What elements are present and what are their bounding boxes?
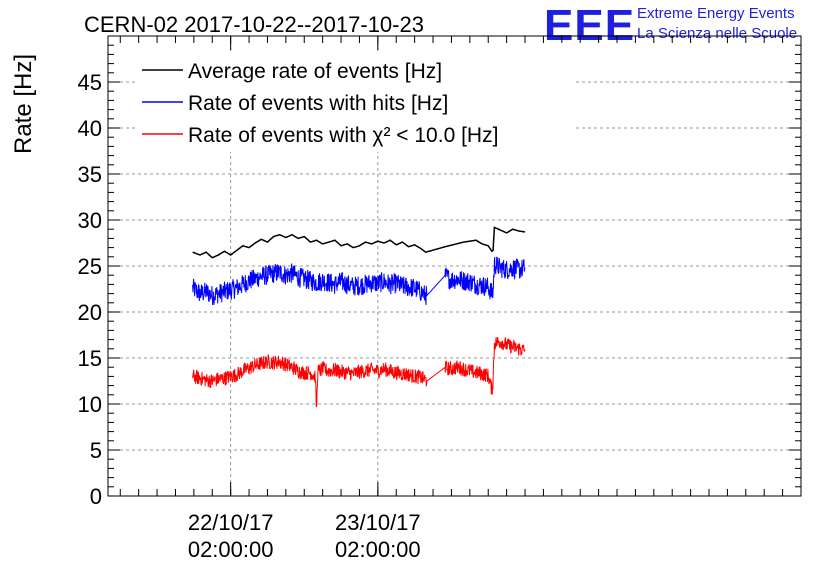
logo-line-2: La Scienza nelle Scuole [637,25,797,42]
x-tick-label-date: 23/10/17 [335,510,421,535]
legend-entry-hits: Rate of events with hits [Hz] [142,92,448,115]
y-tick-label: 5 [90,438,102,463]
series-line-0 [192,226,526,259]
y-tick-label: 25 [78,254,102,279]
y-tick-label: 15 [78,346,102,371]
legend-entry-average: Average rate of events [Hz] [142,60,442,83]
legend-label-hits: Rate of events with hits [Hz] [188,92,448,115]
y-tick-label: 0 [90,484,102,509]
chart-title: CERN-02 2017-10-22--2017-10-23 [84,12,424,37]
x-tick-label-time: 02:00:00 [335,537,421,562]
x-tick-label-date: 22/10/17 [188,510,274,535]
logo-line-1: Extreme Energy Events [637,5,795,22]
logo-mark: EEE [544,1,635,50]
y-tick-label: 40 [78,116,102,141]
y-tick-label: 35 [78,162,102,187]
series-layer [192,226,526,408]
y-tick-label: 45 [78,70,102,95]
legend-entry-chi2: Rate of events with χ² < 10.0 [Hz] [142,124,498,147]
series-line-2 [192,336,526,408]
legend-label-average: Average rate of events [Hz] [188,60,442,83]
legend: Average rate of events [Hz] Rate of even… [142,60,498,147]
series-line-1 [192,256,526,306]
y-tick-label: 20 [78,300,102,325]
axes: 05101520253035404522/10/1702:00:0023/10/… [78,36,801,562]
x-tick-label-time: 02:00:00 [188,537,274,562]
y-tick-label: 10 [78,392,102,417]
legend-label-chi2: Rate of events with χ² < 10.0 [Hz] [188,124,498,147]
legend-background [138,54,573,152]
y-tick-label: 30 [78,208,102,233]
y-axis-label: Rate [Hz] [10,54,37,154]
eee-logo: EEE Extreme Energy Events La Scienza nel… [544,1,797,50]
